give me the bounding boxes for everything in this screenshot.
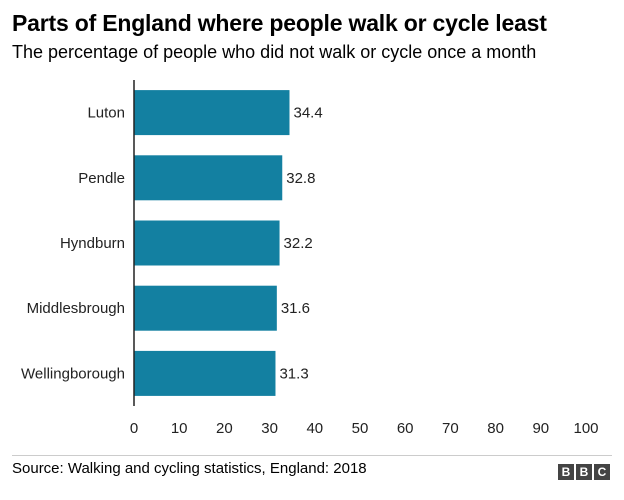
bbc-logo: B B C — [558, 464, 610, 480]
source-note: Source: Walking and cycling statistics, … — [12, 460, 367, 477]
x-tick-label: 10 — [171, 420, 188, 437]
data-label: 31.6 — [281, 300, 310, 317]
category-label: Luton — [87, 105, 125, 122]
x-tick-label: 40 — [306, 420, 323, 437]
bar-hyndburn — [134, 220, 280, 266]
logo-letter: C — [594, 464, 610, 480]
x-tick-label: 60 — [397, 420, 414, 437]
bar-luton — [134, 90, 290, 136]
category-label: Middlesbrough — [27, 300, 125, 317]
bar-middlesbrough — [134, 285, 277, 331]
x-tick-label: 30 — [261, 420, 278, 437]
data-label: 32.2 — [284, 235, 313, 252]
logo-letter: B — [558, 464, 574, 480]
x-tick-label: 20 — [216, 420, 233, 437]
x-tick-label: 90 — [532, 420, 549, 437]
chart-subtitle: The percentage of people who did not wal… — [12, 42, 537, 62]
bar-wellingborough — [134, 350, 276, 396]
x-tick-label: 70 — [442, 420, 459, 437]
category-label: Hyndburn — [60, 235, 125, 252]
category-label: Wellingborough — [21, 365, 125, 382]
data-label: 32.8 — [286, 170, 315, 187]
data-label: 34.4 — [293, 105, 322, 122]
chart-title: Parts of England where people walk or cy… — [12, 10, 547, 36]
footer-divider — [12, 455, 612, 456]
data-label: 31.3 — [279, 365, 308, 382]
bar-chart: Luton 34.4 Pendle 32.8 Hyndburn 32.2 Middlesbr… — [21, 80, 599, 437]
category-label: Pendle — [78, 170, 125, 187]
x-tick-label: 80 — [487, 420, 504, 437]
x-tick-label: 0 — [130, 420, 138, 437]
bar-pendle — [134, 155, 283, 201]
logo-letter: B — [576, 464, 592, 480]
x-tick-label: 100 — [573, 420, 598, 437]
x-tick-label: 50 — [352, 420, 369, 437]
